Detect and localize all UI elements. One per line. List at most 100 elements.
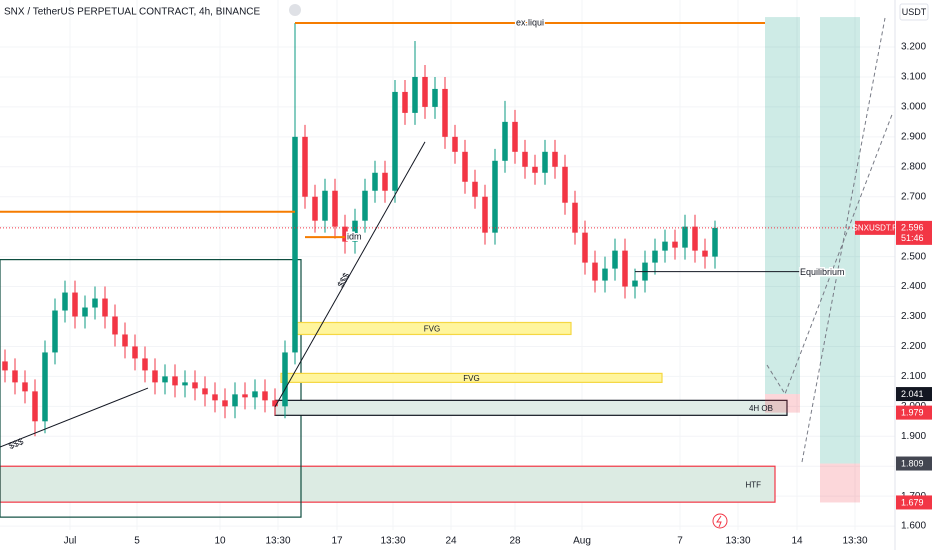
candle-body	[202, 388, 208, 395]
candle-body	[462, 151, 468, 182]
candle-body	[572, 202, 578, 233]
candle-body	[272, 400, 278, 407]
candle-body	[492, 160, 498, 233]
y-tick-label: 2.700	[901, 191, 926, 202]
y-tick-label: 2.300	[901, 311, 926, 322]
price-tag-label: 2.041	[901, 389, 924, 399]
x-tick-label: 13:30	[842, 536, 867, 547]
x-tick-label: 17	[331, 536, 343, 547]
y-tick-label: 3.000	[901, 102, 926, 113]
projection-path	[766, 17, 894, 463]
candle-body	[412, 76, 418, 113]
candle-body	[32, 391, 38, 422]
candle-body	[182, 382, 188, 386]
x-tick-label: 13:30	[380, 536, 405, 547]
drawing-anchor	[289, 4, 301, 16]
candle-body	[342, 226, 348, 242]
candle-body	[22, 382, 28, 392]
candle-body	[122, 334, 128, 347]
candle-body	[322, 190, 328, 221]
y-tick-label: 3.200	[901, 42, 926, 53]
price-tag	[896, 220, 932, 245]
y-tick-label: 2.500	[901, 251, 926, 262]
candle-body	[242, 394, 248, 398]
x-tick-label: 24	[445, 536, 457, 547]
candle-body	[92, 298, 98, 308]
candle-body	[282, 352, 288, 407]
price-tag	[896, 495, 932, 510]
candle-body	[592, 262, 598, 281]
zone-box	[280, 372, 663, 383]
candle-body	[632, 280, 638, 287]
candle-body	[172, 376, 178, 386]
candle-body	[542, 151, 548, 173]
candle-body	[62, 292, 68, 311]
candle-body	[232, 394, 238, 407]
plot-area	[0, 0, 895, 530]
candle-body	[612, 250, 618, 269]
position-stop	[820, 463, 860, 503]
alert-icon[interactable]	[712, 513, 728, 529]
y-tick-label: 2.400	[901, 281, 926, 292]
candle-body	[332, 190, 338, 227]
chart-title: SNX / TetherUS PERPETUAL CONTRACT, 4h, B…	[4, 7, 261, 18]
position-target	[820, 17, 860, 464]
x-tick-label: 13:30	[265, 536, 290, 547]
candle-body	[252, 391, 258, 398]
y-tick-label: 2.200	[901, 341, 926, 352]
candle-body	[112, 316, 118, 335]
candle-body	[392, 91, 398, 191]
candle-body	[582, 232, 588, 263]
y-tick-label: 1.900	[901, 431, 926, 442]
candle-body	[452, 136, 458, 152]
x-tick-label: Aug	[573, 536, 591, 547]
price-tag-label: 1.679	[901, 497, 924, 507]
y-tick-label: 2.900	[901, 131, 926, 142]
currency-box[interactable]	[899, 3, 929, 21]
candle-body	[472, 181, 478, 197]
candle-body	[482, 196, 488, 233]
candle-body	[532, 166, 538, 173]
candle-body	[602, 268, 608, 281]
candle-body	[562, 166, 568, 203]
symbol-tag	[855, 220, 895, 235]
candle-body	[12, 370, 18, 383]
level-label: idm	[347, 232, 362, 242]
candle-body	[82, 307, 88, 317]
candle-body	[682, 226, 688, 248]
position-stop	[765, 394, 800, 413]
trend-line	[274, 141, 426, 408]
candle-body	[292, 136, 298, 353]
price-tag-label: 2.596	[901, 223, 924, 233]
candle-body	[552, 151, 558, 167]
y-tick-label: 2.800	[901, 161, 926, 172]
candle-body	[52, 310, 58, 353]
candle-body	[702, 250, 708, 257]
price-tag	[896, 387, 932, 402]
candle-body	[222, 400, 228, 407]
y-tick-label: 1.600	[901, 521, 926, 532]
x-tick-label: 7	[677, 536, 683, 547]
candle-body	[102, 298, 108, 317]
alert-icon-bolt	[716, 515, 722, 528]
candle-body	[302, 136, 308, 197]
candle-body	[662, 241, 668, 251]
price-tag-label: 1.979	[901, 407, 924, 417]
candle-body	[432, 88, 438, 107]
candle-body	[152, 370, 158, 383]
candle-body	[672, 241, 678, 248]
zone-label: FVG	[424, 325, 440, 334]
y-tick-label: 2.100	[901, 371, 926, 382]
candle-body	[522, 151, 528, 167]
candle-body	[502, 121, 508, 161]
symbol-tag-label: SNXUSDT.P	[853, 223, 898, 232]
candle-body	[352, 220, 358, 242]
zone-label: 4H OB	[749, 404, 773, 413]
zone-label: FVG	[463, 374, 479, 383]
position-target	[765, 17, 800, 395]
candle-body	[442, 88, 448, 137]
candle-body	[652, 250, 658, 263]
level-label: ex.liqui	[516, 17, 544, 27]
